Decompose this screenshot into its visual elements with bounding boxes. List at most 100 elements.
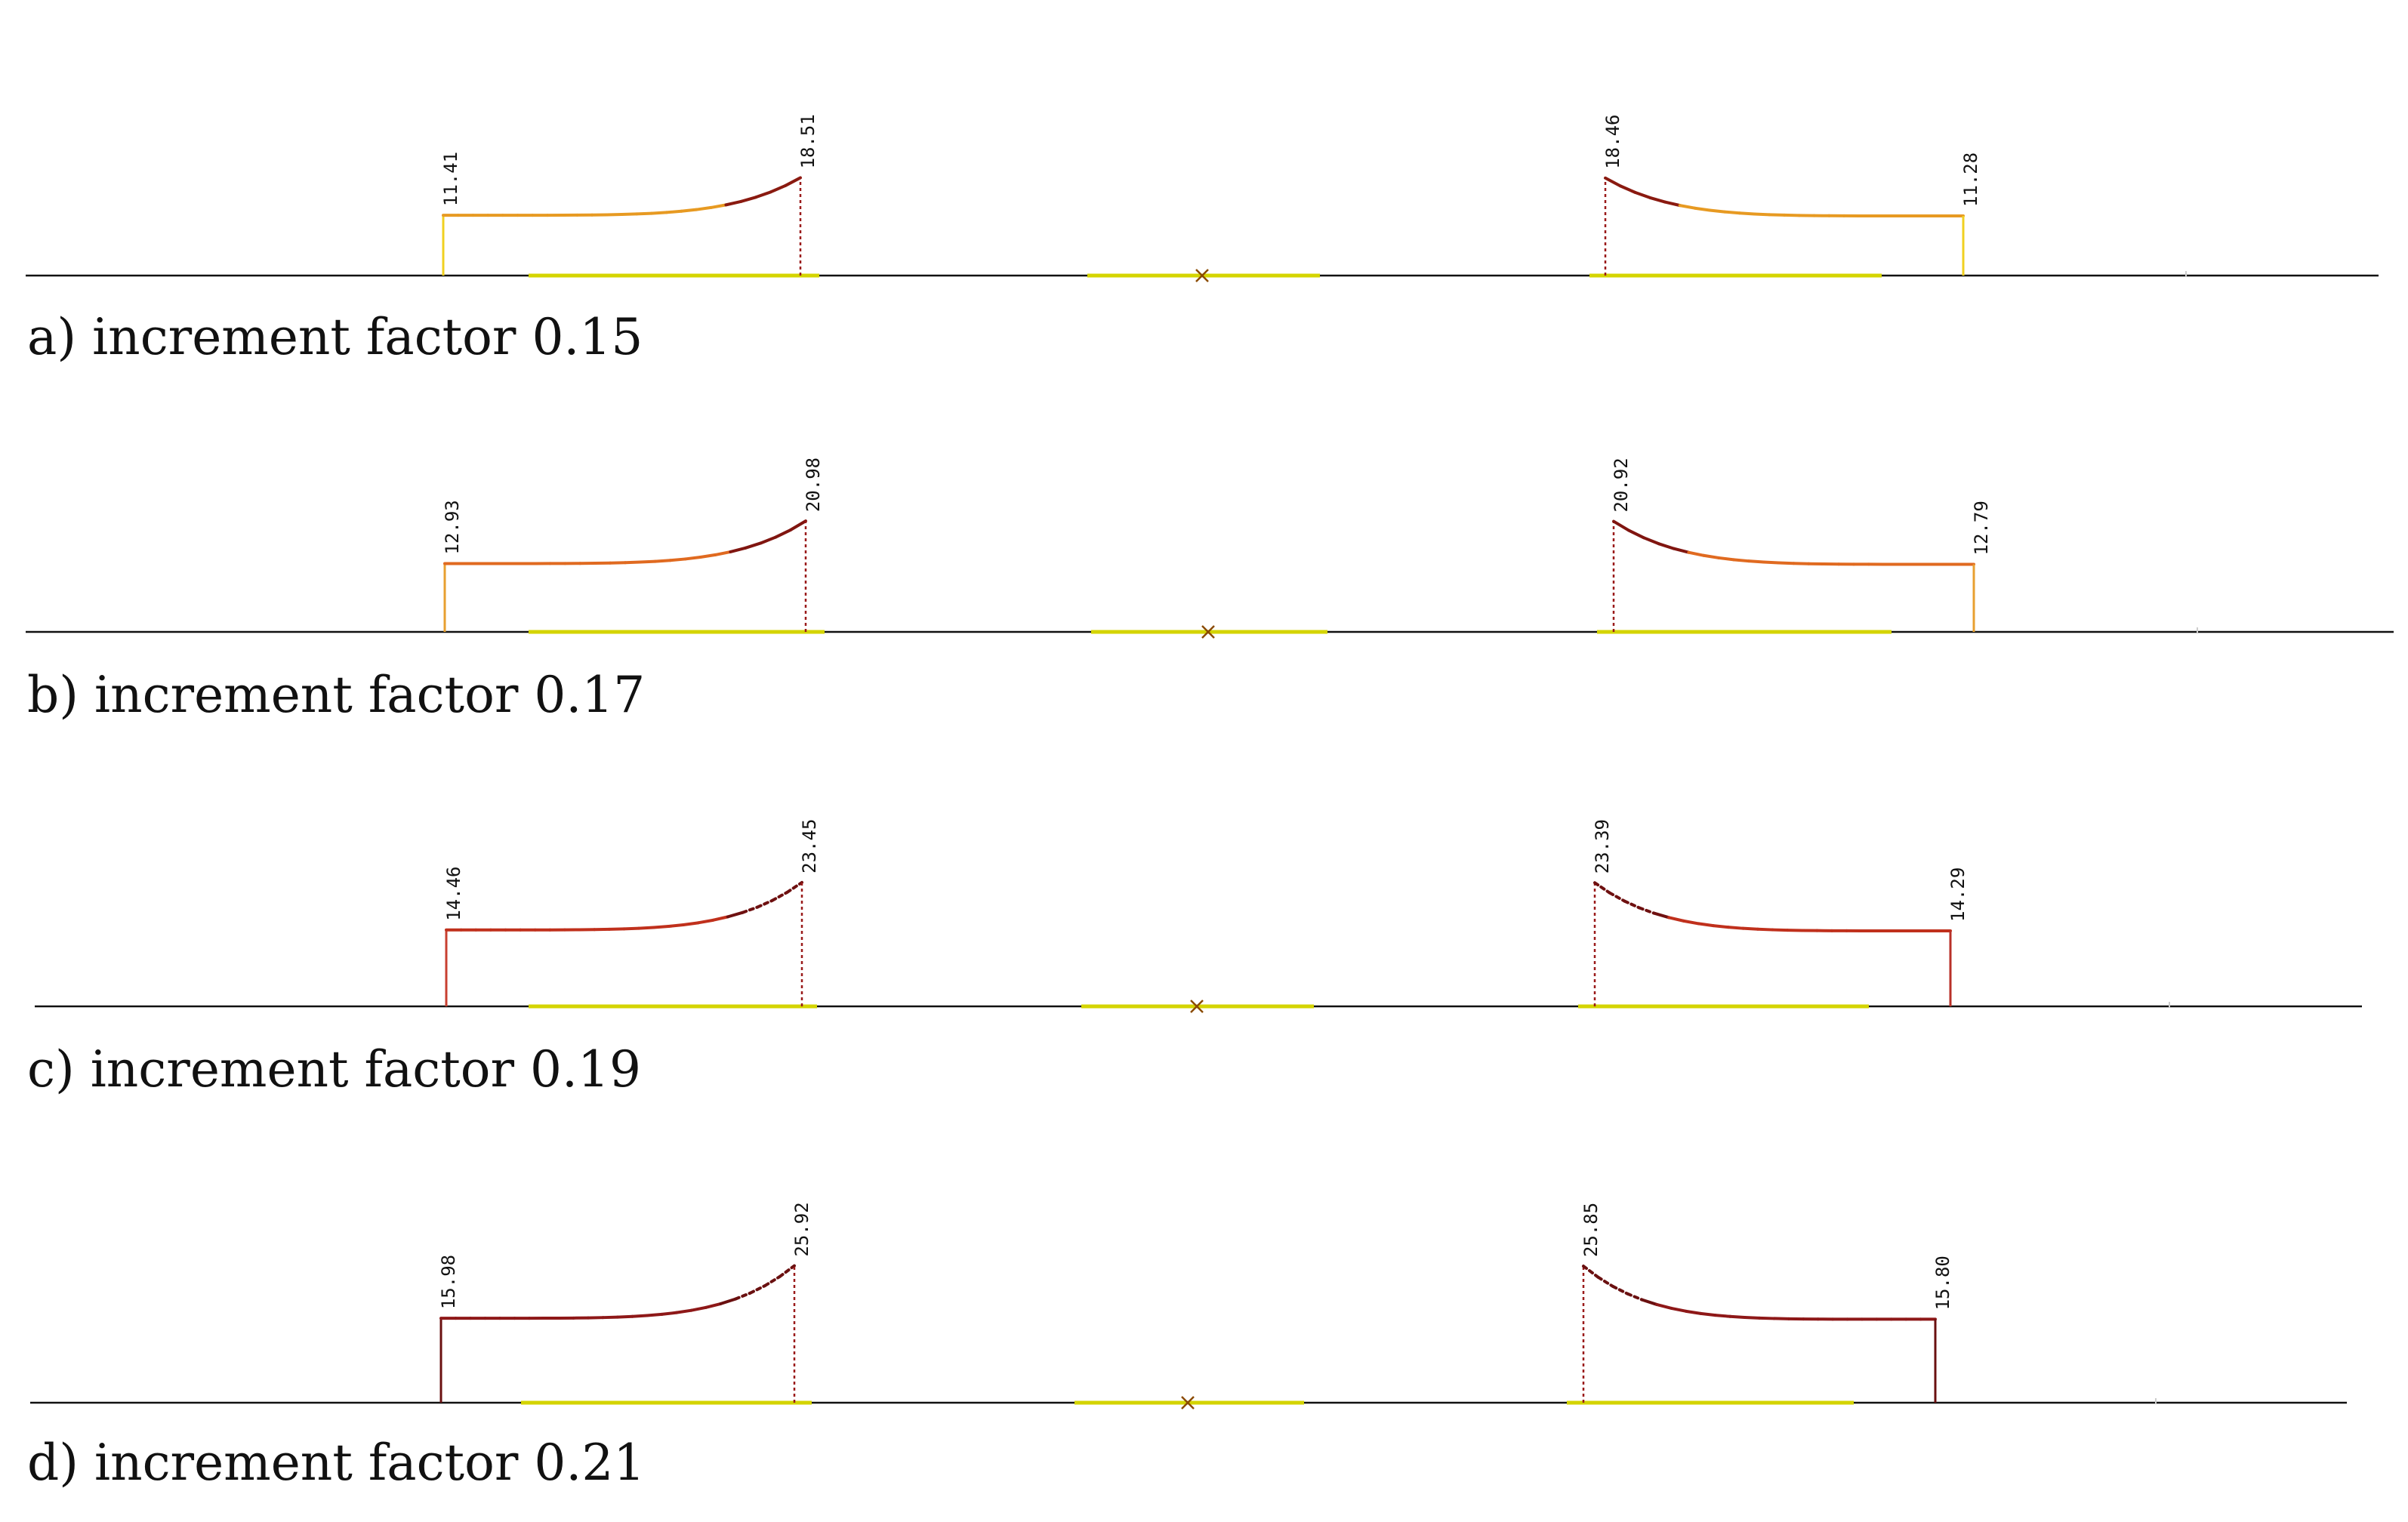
- right-curve-segment: [1636, 193, 1651, 198]
- right-curve-segment: [1659, 544, 1674, 548]
- right-curve-segment: [1695, 208, 1710, 211]
- right-curve-segment: [1583, 1266, 1598, 1277]
- right-end-value-label: 11.28: [1960, 153, 1981, 207]
- right-peak-value-label: 18.46: [1602, 115, 1623, 169]
- right-curve-segment: [1758, 929, 1773, 930]
- left-curve-segment: [741, 197, 756, 202]
- right-curve-segment: [1713, 926, 1728, 927]
- left-curve-segment: [683, 923, 698, 925]
- left-curve-segment: [706, 1304, 721, 1308]
- right-curve-segment: [1719, 558, 1734, 559]
- right-curve-segment: [1657, 1305, 1671, 1308]
- left-curve-segment: [730, 548, 745, 552]
- right-curve-segment: [1629, 530, 1644, 538]
- right-curve-segment: [1703, 556, 1719, 558]
- left-peak-value-label: 23.45: [799, 819, 820, 873]
- right-curve-segment: [1740, 213, 1755, 214]
- left-curve-segment: [681, 210, 696, 211]
- right-curve-segment: [1734, 559, 1749, 561]
- right-curve-segment: [1698, 923, 1713, 926]
- right-curve-segment: [1749, 561, 1764, 562]
- left-curve-segment: [655, 560, 671, 561]
- left-curve-segment: [668, 925, 683, 926]
- left-start-value-label: 11.41: [440, 152, 461, 206]
- left-curve-segment: [671, 559, 686, 560]
- right-curve-segment: [1759, 1318, 1774, 1319]
- right-curve-segment: [1716, 1315, 1730, 1317]
- panel-caption-a: a) increment factor 0.15: [27, 313, 643, 362]
- right-curve-segment: [1639, 907, 1654, 913]
- left-curve-segment: [716, 552, 731, 555]
- left-curve-segment: [726, 202, 741, 205]
- panel-caption-b: b) increment factor 0.17: [27, 670, 645, 720]
- left-peak-value-label: 25.92: [791, 1202, 812, 1256]
- left-diagram: 14.46 23.45: [443, 819, 820, 1006]
- left-start-value-label: 12.93: [442, 500, 463, 554]
- left-curve-segment: [791, 521, 806, 530]
- left-curve-segment: [757, 901, 772, 907]
- right-curve-segment: [1764, 562, 1779, 563]
- right-curve-segment: [1745, 1317, 1759, 1318]
- right-curve-segment: [1620, 186, 1636, 193]
- left-curve-segment: [667, 211, 682, 213]
- right-curve-segment: [1650, 198, 1665, 202]
- right-curve-segment: [1613, 1286, 1627, 1294]
- right-curve-segment: [1654, 914, 1670, 918]
- right-curve-segment: [1642, 1300, 1657, 1305]
- left-curve-segment: [772, 892, 788, 901]
- right-diagram: 18.46 11.28: [1602, 115, 1981, 276]
- right-end-value-label: 14.29: [1947, 867, 1969, 922]
- right-curve-segment: [1624, 901, 1639, 907]
- right-curve-segment: [1684, 921, 1699, 924]
- left-curve-segment: [787, 883, 802, 892]
- right-curve-segment: [1680, 205, 1695, 208]
- left-curve-segment: [692, 1308, 707, 1311]
- left-curve-segment: [654, 926, 669, 927]
- left-curve-segment: [677, 1311, 692, 1313]
- left-curve-segment: [760, 538, 775, 544]
- right-curve-segment: [1605, 178, 1620, 186]
- left-curve-segment: [633, 1316, 648, 1317]
- right-curve-segment: [1779, 563, 1794, 564]
- right-curve-segment: [1710, 210, 1725, 211]
- right-curve-segment: [1644, 538, 1659, 544]
- left-curve-segment: [775, 530, 791, 538]
- left-curve-segment: [785, 177, 800, 185]
- right-curve-segment: [1674, 549, 1689, 553]
- right-curve-segment: [1610, 893, 1625, 901]
- right-curve-segment: [1773, 930, 1788, 931]
- left-curve-segment: [698, 920, 714, 923]
- right-curve-segment: [1598, 1277, 1612, 1286]
- left-curve-segment: [743, 907, 758, 913]
- left-diagram: 12.93 20.98: [442, 458, 824, 632]
- right-curve-segment: [1700, 1314, 1715, 1315]
- right-curve-segment: [1688, 553, 1703, 556]
- right-curve-segment: [1595, 883, 1610, 892]
- left-curve-segment: [713, 917, 728, 920]
- left-curve-segment: [696, 208, 711, 210]
- left-curve-segment: [728, 913, 743, 917]
- left-curve-segment: [751, 1286, 766, 1293]
- left-curve-segment: [701, 555, 716, 557]
- right-curve-segment: [1769, 214, 1784, 215]
- left-curve-segment: [711, 205, 726, 208]
- left-curve-segment: [745, 543, 760, 547]
- left-curve-segment: [625, 562, 640, 563]
- left-start-value-label: 14.46: [443, 867, 464, 921]
- left-curve-segment: [652, 212, 667, 213]
- right-curve-segment: [1728, 927, 1744, 929]
- left-peak-value-label: 20.98: [803, 458, 824, 512]
- panel-caption-c: c) increment factor 0.19: [27, 1045, 641, 1095]
- left-curve-segment: [639, 928, 654, 929]
- right-curve-segment: [1627, 1294, 1642, 1300]
- left-curve-segment: [771, 186, 786, 193]
